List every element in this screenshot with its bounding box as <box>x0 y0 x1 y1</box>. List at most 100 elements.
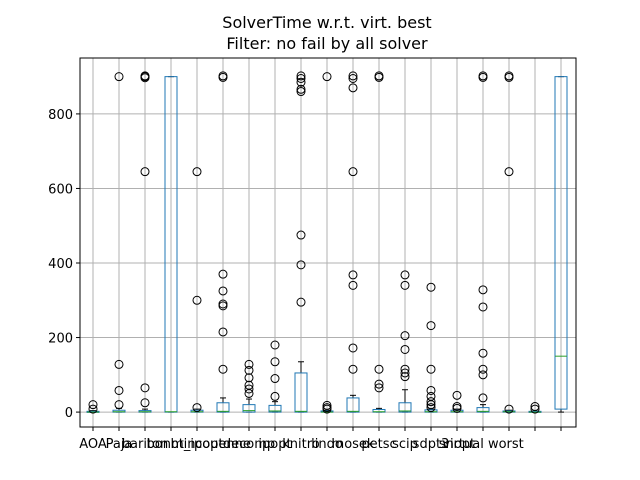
outlier-point <box>140 71 150 81</box>
outlier-point <box>504 71 514 81</box>
box-0 <box>86 400 100 414</box>
outlier-point <box>244 373 254 383</box>
outlier-point <box>400 364 410 374</box>
box-iqr <box>476 407 490 413</box>
outlier-point <box>452 402 462 411</box>
outlier-point <box>88 404 98 414</box>
outlier-point <box>218 269 228 279</box>
outlier-point <box>478 285 488 295</box>
outlier-point <box>504 167 514 177</box>
outlier-point <box>400 344 410 354</box>
outlier-point <box>140 398 150 408</box>
outlier-point <box>478 71 488 81</box>
y-tick-label: 200 <box>48 332 73 347</box>
box-6 <box>242 359 256 413</box>
box-9 <box>320 72 334 414</box>
x-tick-label: decomp <box>223 437 275 452</box>
box-iqr <box>268 404 282 413</box>
outlier-point <box>374 71 384 81</box>
outlier-point <box>218 286 228 296</box>
box-3 <box>164 76 178 413</box>
outlier-point <box>426 364 436 374</box>
outlier-point <box>218 71 228 81</box>
outlier-point <box>192 167 202 177</box>
outlier-point <box>244 365 254 375</box>
box-14 <box>450 390 464 413</box>
chart-subtitle: Filter: no fail by all solver <box>226 34 428 53</box>
outlier-point <box>478 364 488 374</box>
outlier-point <box>192 403 202 413</box>
outlier-point <box>348 270 358 280</box>
outlier-point <box>114 385 124 395</box>
y-tick-label: 0 <box>65 406 73 421</box>
x-tick-label: Paja <box>106 437 133 452</box>
outlier-point <box>296 297 306 307</box>
x-tick-label: AOA <box>79 437 107 452</box>
x-tick-label: bt_ipopt <box>170 437 223 452</box>
outlier-point <box>244 359 254 369</box>
box-1 <box>112 72 126 413</box>
y-tick-label: 800 <box>48 108 73 123</box>
chart-title: SolverTime w.r.t. virt. best <box>222 13 431 32</box>
outlier-point <box>270 391 280 401</box>
outlier-point <box>348 280 358 290</box>
outlier-point <box>140 383 150 393</box>
x-tick-label: sdpt3 <box>413 437 450 452</box>
x-tick-label: snopt <box>439 437 475 452</box>
outlier-point <box>114 72 124 82</box>
outlier-point <box>400 331 410 341</box>
outlier-point <box>296 71 306 81</box>
outlier-point <box>426 282 436 292</box>
x-tick-label: mosek <box>332 437 375 452</box>
box-series <box>86 71 568 414</box>
box-10 <box>346 71 360 413</box>
outlier-point <box>400 368 410 378</box>
outlier-point <box>478 348 488 358</box>
outlier-point <box>400 372 410 382</box>
box-15 <box>476 71 490 413</box>
box-iqr <box>554 76 568 410</box>
box-5 <box>216 71 230 413</box>
outlier-point <box>348 74 358 83</box>
outlier-point <box>348 83 358 93</box>
outlier-point <box>114 359 124 369</box>
box-17 <box>528 402 542 414</box>
x-tick-label: couenne <box>195 437 251 452</box>
box-4 <box>190 167 204 413</box>
outlier-point <box>270 374 280 384</box>
outlier-point <box>140 167 150 177</box>
outlier-point <box>374 379 384 389</box>
outlier-point <box>270 340 280 350</box>
outlier-point <box>504 404 514 414</box>
y-tick-label: 600 <box>48 182 73 197</box>
outlier-point <box>426 321 436 331</box>
outlier-point <box>452 390 462 400</box>
outlier-point <box>400 280 410 290</box>
box-iqr <box>294 372 308 413</box>
box-8 <box>294 71 308 413</box>
x-tick-label: virtual worst <box>442 437 524 452</box>
y-tick-label: 400 <box>48 257 73 272</box>
outlier-point <box>322 72 332 82</box>
box-iqr <box>398 402 412 413</box>
box-16 <box>502 71 516 414</box>
outlier-point <box>426 385 436 395</box>
box-7 <box>268 340 282 413</box>
outlier-point <box>530 404 540 414</box>
outlier-point <box>218 299 228 309</box>
outlier-point <box>244 384 254 394</box>
outlier-point <box>348 71 358 81</box>
outlier-point <box>270 357 280 367</box>
box-2 <box>138 71 152 413</box>
y-axis: 0 200 400 600 800 <box>48 108 80 421</box>
outlier-point <box>478 370 488 380</box>
outlier-point <box>348 343 358 353</box>
box-13 <box>424 282 438 413</box>
grid-lines <box>80 58 576 427</box>
outlier-point <box>244 380 254 390</box>
x-tick-label: scip <box>392 437 418 452</box>
outlier-point <box>296 87 306 97</box>
outlier-point <box>322 400 332 410</box>
outlier-point <box>218 364 228 374</box>
